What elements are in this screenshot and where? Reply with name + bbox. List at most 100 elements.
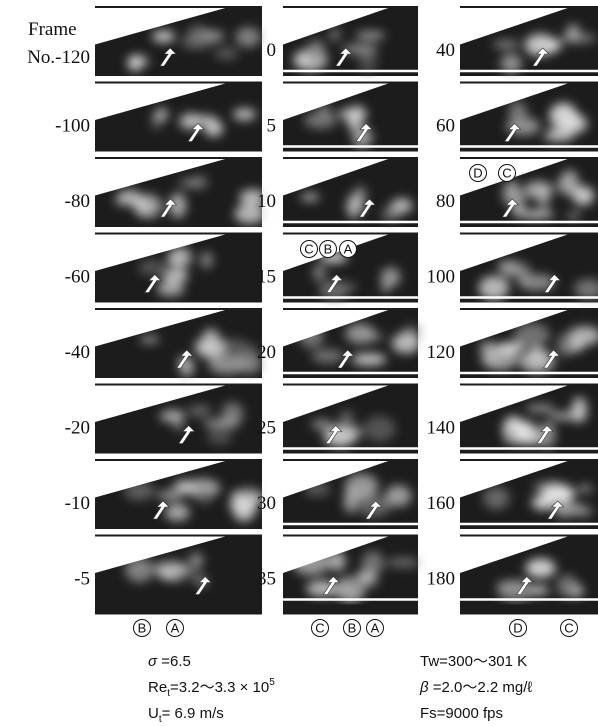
frame-label: 10 xyxy=(257,191,276,212)
frame-strip xyxy=(460,605,598,615)
parameters: σ =6.5 Ret=3.2～3.3 × 105 Ut= 6.9 m/s Tw=… xyxy=(148,653,532,725)
flow-blob xyxy=(542,484,575,502)
frame-strip xyxy=(95,605,262,615)
flow-blob xyxy=(233,108,256,120)
flow-blob xyxy=(188,405,212,418)
flow-blob xyxy=(570,506,593,517)
flow-blob xyxy=(174,480,194,492)
flow-blob xyxy=(155,108,169,121)
val: =2.0～2.2 mg/ℓ xyxy=(429,679,533,696)
flow-blob xyxy=(311,419,332,430)
flow-blob xyxy=(235,27,260,47)
sym: U xyxy=(148,705,159,722)
flow-blob xyxy=(154,562,180,574)
flow-blob xyxy=(557,333,574,357)
flow-blob xyxy=(233,498,256,522)
flow-blob xyxy=(189,552,203,569)
param-sigma: σ =6.5 xyxy=(148,653,191,670)
flow-blob xyxy=(557,575,578,597)
marker-letter: A xyxy=(344,242,353,257)
frame-label: -40 xyxy=(65,342,90,363)
marker-letter: B xyxy=(324,242,333,257)
flow-blob xyxy=(356,570,376,583)
sym: β xyxy=(419,679,429,696)
flow-blob xyxy=(343,282,357,290)
frame-label: -5 xyxy=(74,569,90,590)
frame-grid: No.-120-100-80-60-40-20-10-5051015202530… xyxy=(27,6,598,637)
flow-blob xyxy=(526,559,556,578)
flow-blob xyxy=(577,485,593,493)
flow-blob xyxy=(387,557,419,567)
frame-label: 160 xyxy=(427,493,456,514)
frame-label: 80 xyxy=(436,191,455,212)
flow-blob xyxy=(176,570,203,580)
flow-blob xyxy=(565,115,587,133)
flow-blob xyxy=(313,264,326,281)
flow-blob xyxy=(497,342,524,353)
frame-label: 30 xyxy=(257,493,276,514)
frame-label: -100 xyxy=(55,116,90,137)
frame-label: 0 xyxy=(267,40,277,61)
frame-label: 20 xyxy=(257,342,276,363)
frame-label: 100 xyxy=(427,267,456,288)
flow-blob xyxy=(524,181,553,199)
flow-blob xyxy=(501,261,520,278)
frame-label: 60 xyxy=(436,116,455,137)
val: = 6.9 m/s xyxy=(162,705,224,722)
param-beta: β =2.0～2.2 mg/ℓ xyxy=(419,679,532,696)
flow-blob xyxy=(392,333,421,354)
flow-blob xyxy=(567,211,580,219)
marker-letter: B xyxy=(348,621,357,636)
flow-blob xyxy=(198,490,212,505)
frame-strip xyxy=(283,605,418,615)
flow-blob xyxy=(503,181,520,200)
flow-blob xyxy=(312,349,344,363)
flow-blob xyxy=(509,102,527,122)
flow-blob xyxy=(114,195,148,206)
flow-blob xyxy=(380,283,390,291)
flow-blob xyxy=(301,193,320,202)
frame-label: 180 xyxy=(427,569,456,590)
flow-blob xyxy=(157,283,185,296)
flow-blob xyxy=(344,489,358,513)
val: =3.2～3.3 × 10 xyxy=(170,679,269,696)
flow-blob xyxy=(167,255,179,264)
flow-blob xyxy=(178,179,202,188)
flow-blob xyxy=(351,353,386,365)
frame-header: Frame xyxy=(28,19,77,40)
flow-blob xyxy=(329,28,341,41)
frame-label: -10 xyxy=(65,493,90,514)
frame-label: 120 xyxy=(427,342,456,363)
frame-label: 40 xyxy=(436,40,455,61)
frame-label: No.-120 xyxy=(27,47,90,68)
flow-blob xyxy=(358,487,370,497)
flow-blob xyxy=(240,488,259,499)
flow-blob xyxy=(518,210,554,219)
marker-letter: B xyxy=(138,621,147,636)
flow-blob xyxy=(339,411,354,422)
flow-blob xyxy=(201,328,220,352)
flow-blob xyxy=(385,485,411,507)
flow-blob xyxy=(204,121,223,137)
val: =6.5 xyxy=(157,653,191,670)
flow-blob xyxy=(347,193,359,218)
flow-blob xyxy=(214,47,238,59)
flow-blob xyxy=(181,35,213,49)
flow-blob xyxy=(160,410,184,422)
flow-blob xyxy=(208,355,246,374)
flow-blob xyxy=(571,397,587,423)
frame-label: -60 xyxy=(65,267,90,288)
sup: 5 xyxy=(269,677,275,688)
frame-label: 25 xyxy=(257,418,276,439)
flow-blob xyxy=(363,416,395,442)
frame-label: 15 xyxy=(257,267,276,288)
flow-blob xyxy=(238,345,259,356)
frame-label: -80 xyxy=(65,191,90,212)
flow-blob xyxy=(152,30,174,42)
marker-letter: C xyxy=(564,621,573,636)
flow-blob xyxy=(207,431,232,444)
figure: Frame No.-120-100-80-60-40-20-10-5051015… xyxy=(0,0,598,726)
marker-letter: C xyxy=(304,242,313,257)
flow-blob xyxy=(338,108,367,120)
flow-blob xyxy=(483,487,509,510)
